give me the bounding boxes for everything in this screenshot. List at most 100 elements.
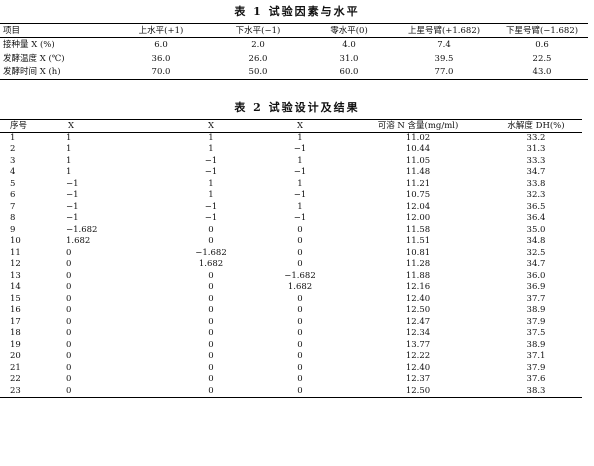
table-cell: 0 xyxy=(297,293,303,304)
table-cell: 37.7 xyxy=(526,293,546,304)
table-row: 1 1 1 1 11.02 33.2 xyxy=(0,133,582,145)
table-cell: 19 xyxy=(10,339,21,350)
table-cell: 35.0 xyxy=(526,224,546,235)
table-cell: 发酵温度 X (℃) xyxy=(3,53,65,64)
table-cell: 0 xyxy=(208,328,214,339)
table-cell: 17 xyxy=(10,316,21,327)
table-cell: 0 xyxy=(208,305,214,316)
table-cell: 1 xyxy=(208,190,214,201)
table1-header-row: 项目 上水平(+1) 下水平(−1) 零水平(0) 上星号臂(+1.682) 下… xyxy=(0,23,588,38)
table-cell: 1.682 xyxy=(287,282,313,293)
table-cell: 0 xyxy=(208,270,214,281)
table-cell: 10.81 xyxy=(405,247,431,258)
table-row: 16 0 0 0 12.50 38.9 xyxy=(0,305,582,317)
table-cell: 1.682 xyxy=(198,259,224,270)
header-cell: X xyxy=(254,119,346,133)
table-cell: 0 xyxy=(297,328,303,339)
table-cell: 33.8 xyxy=(526,178,546,189)
table-cell: −1.682 xyxy=(284,270,316,281)
table-cell: 11.58 xyxy=(405,224,431,235)
factor-levels-table: 项目 上水平(+1) 下水平(−1) 零水平(0) 上星号臂(+1.682) 下… xyxy=(0,23,588,80)
table-cell: 0 xyxy=(66,270,72,281)
table-cell: 2.0 xyxy=(251,39,265,50)
table-cell: 12.22 xyxy=(405,351,431,362)
header-cell: 下星号臂(−1.682) xyxy=(496,23,588,38)
table-cell: 2 xyxy=(10,144,16,155)
header-cell: X xyxy=(168,119,254,133)
table-cell: 6 xyxy=(10,190,16,201)
table-cell: 5 xyxy=(10,178,16,189)
table-cell: 11.51 xyxy=(405,236,431,247)
table-cell: 36.0 xyxy=(151,53,171,64)
table-row: 接种量 X (%) 6.0 2.0 4.0 7.4 0.6 xyxy=(0,38,588,52)
header-cell: 上水平(+1) xyxy=(112,23,210,38)
table-cell: 12.34 xyxy=(405,328,431,339)
table-cell: 6.0 xyxy=(154,39,168,50)
table-cell: 7 xyxy=(10,201,16,212)
table-cell: 12 xyxy=(10,259,21,270)
table1-caption: 表 1 试验因素与水平 xyxy=(234,5,360,18)
table-cell: 13.77 xyxy=(405,339,431,350)
header-cell: 可溶 N 含量(mg/ml) xyxy=(346,119,490,133)
table-cell: 11.28 xyxy=(405,259,431,270)
table-cell: 11.21 xyxy=(405,178,431,189)
table-cell: 1 xyxy=(297,133,303,143)
table-cell: 22 xyxy=(10,374,21,385)
table-row: 5 −1 1 1 11.21 33.8 xyxy=(0,179,582,191)
table-cell: 11.88 xyxy=(405,270,431,281)
table-cell: −1 xyxy=(293,213,307,224)
table-cell: 38.9 xyxy=(526,339,546,350)
table-cell: 0 xyxy=(66,247,72,258)
table-row: 11 0 −1.682 0 10.81 32.5 xyxy=(0,248,582,260)
table-cell: 3 xyxy=(10,155,16,166)
table-cell: 1 xyxy=(297,201,303,212)
table-cell: −1 xyxy=(293,167,307,178)
table-cell: 1 xyxy=(208,178,214,189)
table-cell: 12.00 xyxy=(405,213,431,224)
table-cell: 1 xyxy=(208,133,214,143)
table-cell: 37.1 xyxy=(526,351,546,362)
table-cell: 18 xyxy=(10,328,21,339)
table-cell: 0 xyxy=(208,224,214,235)
table-cell: −1 xyxy=(66,213,79,224)
table-cell: 33.2 xyxy=(526,133,546,143)
table-row: 15 0 0 0 12.40 37.7 xyxy=(0,294,582,306)
table-cell: 0 xyxy=(297,247,303,258)
table-cell: 0 xyxy=(297,385,303,396)
table-cell: 0 xyxy=(297,236,303,247)
table-row: 12 0 1.682 0 11.28 34.7 xyxy=(0,259,582,271)
table-cell: −1.682 xyxy=(66,224,98,235)
table-row: 发酵温度 X (℃) 36.0 26.0 31.0 39.5 22.5 xyxy=(0,52,588,66)
table-cell: 39.5 xyxy=(434,53,454,64)
table-cell: −1 xyxy=(66,201,79,212)
table-cell: 7.4 xyxy=(437,39,451,50)
table-row: 17 0 0 0 12.47 37.9 xyxy=(0,317,582,329)
table-cell: 16 xyxy=(10,305,21,316)
table-cell: 34.8 xyxy=(526,236,546,247)
table-cell: 1 xyxy=(10,133,16,143)
table-cell: 12.40 xyxy=(405,293,431,304)
table-cell: 38.3 xyxy=(526,385,546,396)
table-cell: 0 xyxy=(66,293,72,304)
table-cell: 1 xyxy=(297,155,303,166)
table-row: 7 −1 −1 1 12.04 36.5 xyxy=(0,202,582,214)
table-cell: 0 xyxy=(297,374,303,385)
table-cell: 12.04 xyxy=(405,201,431,212)
table-cell: 31.3 xyxy=(526,144,546,155)
table-cell: 34.7 xyxy=(526,167,546,178)
table-cell: 37.5 xyxy=(526,328,546,339)
table-cell: 0 xyxy=(297,362,303,373)
table-cell: 0 xyxy=(297,305,303,316)
table-cell: −1 xyxy=(204,155,218,166)
table-cell: 0 xyxy=(297,339,303,350)
table-cell: 36.0 xyxy=(526,270,546,281)
table-cell: 34.7 xyxy=(526,259,546,270)
table-cell: 发酵时间 X (h) xyxy=(3,67,61,78)
table-cell: 21 xyxy=(10,362,21,373)
table-cell: −1.682 xyxy=(195,247,227,258)
table-row: 18 0 0 0 12.34 37.5 xyxy=(0,328,582,340)
table-row: 9 −1.682 0 0 11.58 35.0 xyxy=(0,225,582,237)
table-row: 19 0 0 0 13.77 38.9 xyxy=(0,340,582,352)
table-cell: 12.47 xyxy=(405,316,431,327)
table-cell: 0 xyxy=(297,351,303,362)
